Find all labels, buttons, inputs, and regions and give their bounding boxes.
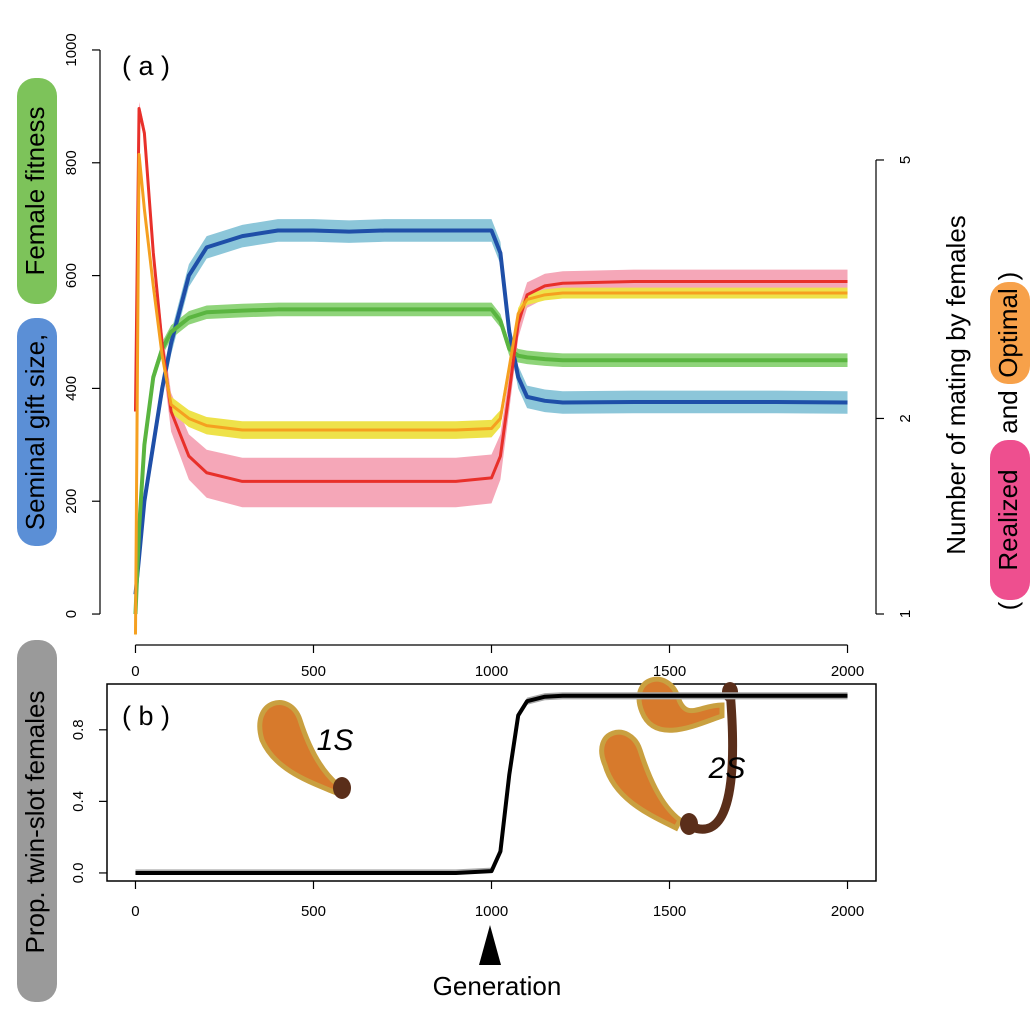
band bbox=[135, 102, 848, 508]
x-tick-label: 2000 bbox=[831, 903, 864, 920]
y2-axis-label: ) bbox=[993, 272, 1023, 281]
x-tick-label: 0 bbox=[131, 663, 139, 680]
x-tick-label: 1000 bbox=[475, 903, 508, 920]
x-tick-label: 500 bbox=[301, 663, 326, 680]
y-tick-label: 1000 bbox=[63, 33, 80, 66]
y-tick-label: 0.0 bbox=[70, 863, 87, 884]
y-tick-label: 0 bbox=[63, 610, 80, 618]
y2-tick-label: 2 bbox=[897, 414, 914, 422]
y-axis-label: Prop. twin-slot females bbox=[20, 691, 50, 954]
marker-arrow bbox=[479, 925, 501, 965]
y2-axis-label: Number of mating by females bbox=[941, 215, 971, 555]
y-tick-label: 0.4 bbox=[70, 791, 87, 812]
sperm-icon bbox=[599, 676, 738, 835]
x-axis-label: Generation bbox=[433, 971, 562, 1001]
y-tick-label: 400 bbox=[63, 376, 80, 401]
x-tick-label: 1000 bbox=[475, 663, 508, 680]
sperm-icon bbox=[257, 700, 351, 799]
panel-label: ( a ) bbox=[122, 51, 170, 81]
y-tick-label: 0.8 bbox=[70, 719, 87, 740]
x-tick-label: 1500 bbox=[653, 903, 686, 920]
plot-frame bbox=[106, 683, 877, 882]
x-tick-label: 1500 bbox=[653, 663, 686, 680]
panel-label: ( b ) bbox=[122, 701, 170, 731]
x-tick-label: 500 bbox=[301, 903, 326, 920]
label-pill bbox=[990, 282, 1030, 384]
x-tick-label: 0 bbox=[131, 903, 139, 920]
y-tick-label: 200 bbox=[63, 489, 80, 514]
y-axis-label: Seminal gift size, bbox=[20, 334, 50, 531]
y2-axis-label: and bbox=[993, 390, 1023, 433]
y-axis-label: Female fitness bbox=[20, 106, 50, 275]
line bbox=[135, 693, 848, 875]
label-pill bbox=[17, 640, 57, 1002]
annotation: 1S bbox=[317, 724, 354, 757]
y2-tick-label: 5 bbox=[897, 156, 914, 164]
line bbox=[133, 228, 848, 595]
label-pill bbox=[17, 318, 57, 546]
y2-axis-label: Realized bbox=[993, 469, 1023, 570]
y2-tick-label: 1 bbox=[897, 610, 914, 618]
label-pill bbox=[990, 440, 1030, 600]
y-tick-label: 600 bbox=[63, 263, 80, 288]
y-tick-label: 800 bbox=[63, 150, 80, 175]
band bbox=[135, 219, 848, 606]
annotation: 2S bbox=[708, 752, 746, 785]
y2-axis-label: Optimal bbox=[993, 288, 1023, 378]
x-tick-label: 2000 bbox=[831, 663, 864, 680]
line bbox=[133, 152, 848, 635]
label-pill bbox=[17, 78, 57, 304]
y2-axis-label: ( bbox=[993, 601, 1023, 610]
